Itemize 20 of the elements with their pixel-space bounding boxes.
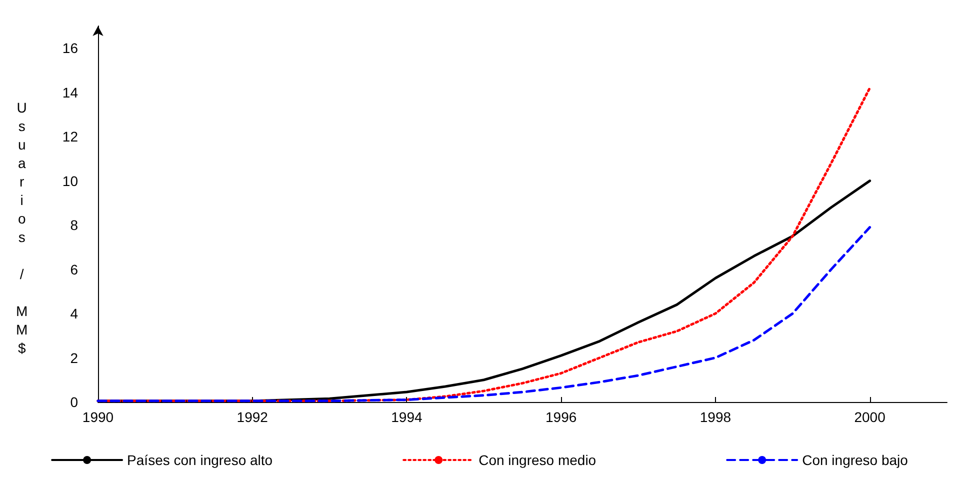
x-tick-label: 1998 xyxy=(700,409,732,425)
line-series xyxy=(96,226,872,402)
x-tick-label: 1996 xyxy=(546,409,577,425)
y-tick-label: 0 xyxy=(70,394,78,410)
y-tick-label: 10 xyxy=(62,172,78,189)
y-tick-label: 6 xyxy=(70,261,78,278)
x-tick-label: 2000 xyxy=(854,409,886,425)
legend-label: Con ingreso bajo xyxy=(802,452,908,468)
x-tick-label: 1992 xyxy=(236,409,268,425)
x-tick-label: 1994 xyxy=(391,409,423,425)
y-tick-label: 16 xyxy=(62,40,78,56)
y-tick-label: 2 xyxy=(70,350,78,366)
y-tick-label: 8 xyxy=(70,217,78,234)
legend-label: Países con ingreso alto xyxy=(127,452,273,468)
y-tick-label: 12 xyxy=(62,128,78,145)
y-tick-label: 4 xyxy=(70,306,78,322)
y-tick-label: 14 xyxy=(62,84,78,100)
legend-label: Con ingreso medio xyxy=(478,452,596,468)
x-tick-label: 1990 xyxy=(82,409,114,425)
text: Usuarios / MM$ xyxy=(16,99,28,356)
